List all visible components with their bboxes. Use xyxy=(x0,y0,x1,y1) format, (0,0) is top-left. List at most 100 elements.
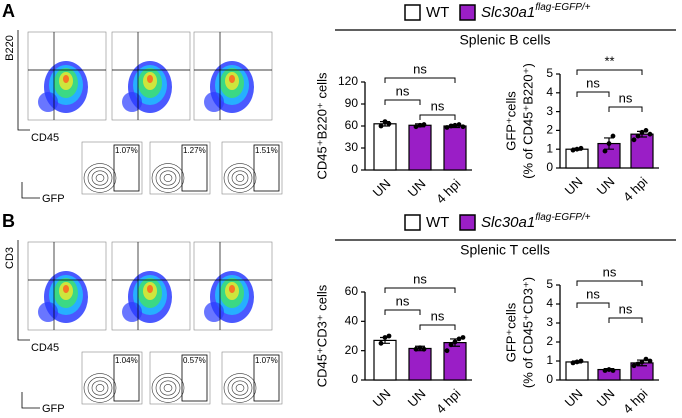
significance-label: ns xyxy=(431,308,445,323)
y-axis-label: (% of CD45⁺B220⁺) xyxy=(520,63,535,179)
y-tick-label: 4 xyxy=(546,296,553,310)
data-point xyxy=(606,367,612,372)
legend-name: Slc30a1 xyxy=(481,4,535,21)
y-tick-label: 120 xyxy=(338,74,358,88)
bar xyxy=(565,361,589,381)
gfp-axis-arrow xyxy=(21,392,40,409)
flow-x-label: CD45 xyxy=(31,342,59,354)
bar xyxy=(408,124,432,171)
significance-bracket xyxy=(608,106,643,112)
gfp-plot xyxy=(81,351,143,405)
bar xyxy=(373,339,397,381)
y-axis-label: GFP⁺cells xyxy=(503,302,518,362)
gfp-gate-label: 1.51% xyxy=(255,146,278,155)
data-point xyxy=(413,346,419,352)
bar xyxy=(373,123,397,171)
gfp-contour xyxy=(227,376,253,400)
data-point xyxy=(413,124,419,130)
gfp-contour xyxy=(155,166,181,190)
data-point xyxy=(417,122,423,128)
significance-label: ns xyxy=(619,90,633,105)
flow-axis-arrow xyxy=(17,240,30,341)
y-axis-label: CD45⁺CD3⁺ cells xyxy=(314,284,329,387)
data-point xyxy=(647,358,653,364)
x-tick-label: UN xyxy=(594,386,618,410)
gfp-gate xyxy=(181,354,208,402)
significance-bracket xyxy=(384,287,456,293)
y-tick-label: 3 xyxy=(546,315,553,329)
data-point xyxy=(578,358,584,364)
legend-name: Slc30a1 xyxy=(481,214,535,231)
flow-density xyxy=(204,302,224,322)
gfp-contour xyxy=(91,170,109,186)
data-point xyxy=(382,335,388,340)
gfp-gate-label: 0.57% xyxy=(183,356,206,365)
gfp-gate-label: 1.27% xyxy=(183,146,206,155)
y-axis-label: CD45⁺B220⁺ cells xyxy=(314,72,329,179)
bar xyxy=(443,125,467,171)
y-tick-label: 5 xyxy=(546,66,553,80)
section-title: Splenic B cells xyxy=(459,32,550,48)
gfp-gate xyxy=(253,354,280,402)
y-tick-label: 0 xyxy=(546,372,553,386)
gfp-gate xyxy=(181,144,208,192)
x-tick-label: 4 hpi xyxy=(433,386,464,417)
gfp-label: GFP xyxy=(42,403,65,415)
legend-sup: flag-EGFP/+ xyxy=(535,212,590,223)
significance-label: ns xyxy=(586,75,600,90)
significance-label: ns xyxy=(413,271,427,286)
gfp-label: GFP xyxy=(42,193,65,205)
gfp-contour xyxy=(155,376,181,400)
flow-density xyxy=(38,302,58,322)
significance-bracket xyxy=(576,302,610,308)
legend-swatch xyxy=(459,4,476,21)
data-point xyxy=(635,133,641,139)
flow-density xyxy=(122,302,142,322)
flow-density xyxy=(204,92,224,112)
gfp-contour xyxy=(83,373,117,403)
significance-label: ns xyxy=(586,286,600,301)
gfp-contour xyxy=(151,373,185,403)
significance-label: ns xyxy=(396,83,410,98)
gfp-contour xyxy=(163,174,173,182)
data-point xyxy=(635,361,641,367)
x-tick-label: UN xyxy=(562,386,586,410)
gfp-axis-arrow xyxy=(21,182,40,199)
data-point xyxy=(382,119,388,124)
legend-label: WT xyxy=(426,214,449,231)
gfp-contour xyxy=(227,166,253,190)
y-tick-label: 40 xyxy=(345,314,359,328)
y-tick-label: 2 xyxy=(546,334,553,348)
flow-axis-arrow xyxy=(17,30,30,131)
flow-density xyxy=(38,92,58,112)
significance-label: ns xyxy=(413,61,427,76)
x-tick-label: UN xyxy=(370,386,394,410)
gfp-gate-label: 1.07% xyxy=(255,356,278,365)
data-point xyxy=(647,131,653,137)
y-tick-label: 2 xyxy=(546,123,553,137)
data-point xyxy=(574,359,580,365)
gfp-plot xyxy=(221,141,283,195)
data-point xyxy=(456,122,462,127)
gfp-contour xyxy=(87,376,113,400)
significance-bracket xyxy=(576,91,610,97)
y-axis-label: (% of CD45⁺CD3⁺) xyxy=(520,277,535,388)
y-tick-label: 4 xyxy=(546,85,553,99)
x-tick-label: UN xyxy=(405,176,429,200)
data-point xyxy=(448,123,454,129)
data-point xyxy=(643,356,649,362)
data-point xyxy=(452,339,458,345)
gfp-contour xyxy=(231,170,249,186)
legend-swatch xyxy=(404,214,421,231)
data-point xyxy=(602,148,608,154)
bar xyxy=(408,347,432,381)
gfp-plot xyxy=(81,141,143,195)
gfp-gate-label: 1.07% xyxy=(115,146,138,155)
x-tick-label: UN xyxy=(562,174,586,198)
gfp-contour xyxy=(95,174,105,182)
flow-x-label: CD45 xyxy=(31,132,59,144)
data-point xyxy=(452,122,458,128)
data-point xyxy=(386,121,392,127)
significance-bracket xyxy=(384,309,421,315)
